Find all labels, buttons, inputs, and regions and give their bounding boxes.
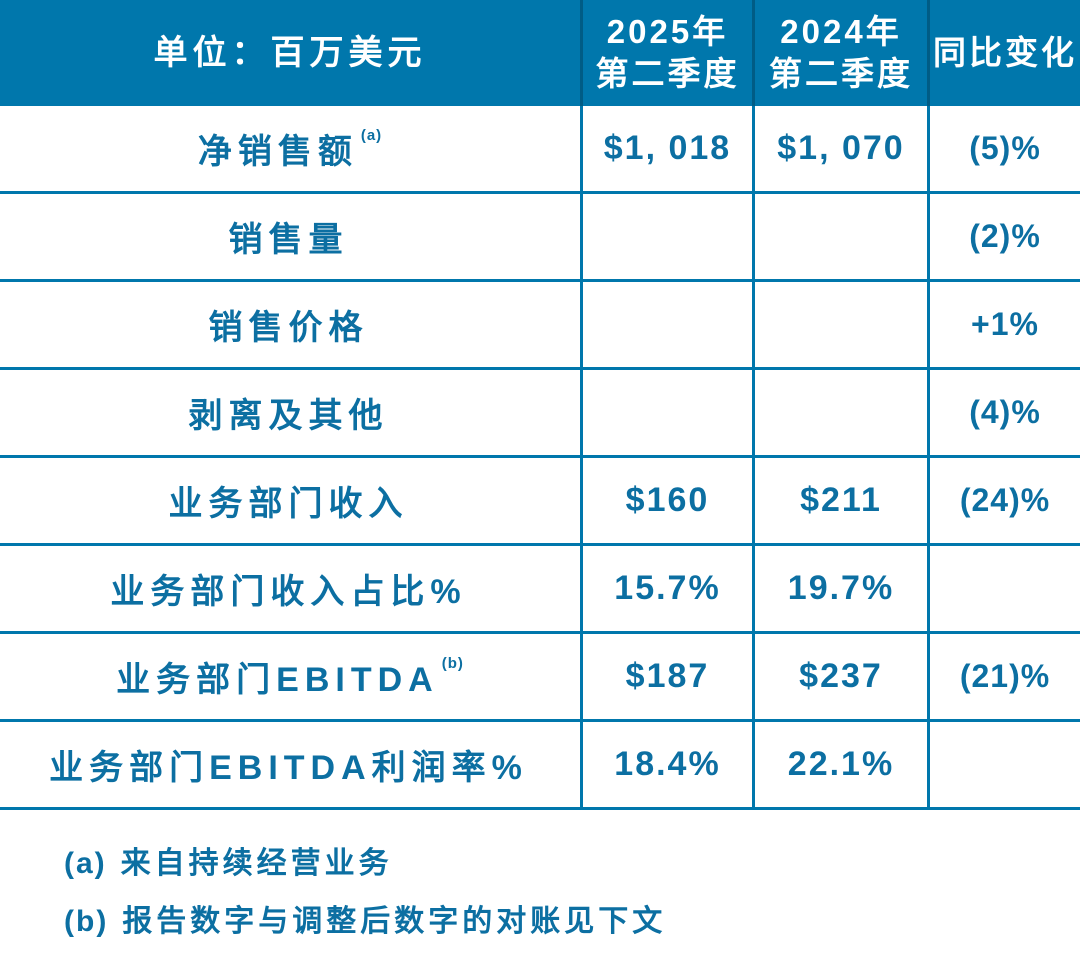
value-cell-2024: $237: [755, 634, 930, 719]
value-cell-2025: $1, 018: [583, 106, 755, 191]
table-row-price: 销售价格 +1%: [0, 282, 1080, 370]
header-col-2024-q2: 2024年 第二季度: [755, 0, 930, 106]
value-cell-2024: 19.7%: [755, 546, 930, 631]
row-label: 业务部门EBITDA: [116, 661, 439, 699]
table-row-volume: 销售量 (2)%: [0, 194, 1080, 282]
table-header-row: 单位：百万美元 2025年 第二季度 2024年 第二季度 同比变化: [0, 0, 1080, 106]
yoy-cell: [930, 546, 1080, 631]
footnote-b-marker: (b): [64, 905, 109, 938]
value-cell-2025: $187: [583, 634, 755, 719]
footnotes-section: (a) 来自持续经营业务 (b) 报告数字与调整后数字的对账见下文: [0, 810, 1080, 940]
value-cell-2025: 15.7%: [583, 546, 755, 631]
header-unit-label: 单位：百万美元: [0, 0, 583, 106]
footnote-ref-b: (b): [441, 655, 464, 672]
row-label: 业务部门收入: [168, 485, 409, 523]
header-col-2025-q2: 2025年 第二季度: [583, 0, 755, 106]
row-label: 业务部门收入占比%: [110, 573, 467, 611]
table-row-divestiture-other: 剥离及其他 (4)%: [0, 370, 1080, 458]
row-label-cell: 业务部门EBITDA (b): [0, 634, 583, 719]
value-cell-2024: [755, 282, 930, 367]
value-cell-2024: 22.1%: [755, 722, 930, 807]
value-cell-2025: 18.4%: [583, 722, 755, 807]
yoy-cell: (4)%: [969, 394, 1041, 430]
footnote-b: (b) 报告数字与调整后数字的对账见下文: [64, 896, 1080, 940]
yoy-cell: [930, 722, 1080, 807]
header-2024-line1: 2024年: [780, 13, 902, 50]
row-label-cell: 业务部门收入占比%: [0, 546, 583, 631]
table-row-segment-ebitda-margin: 业务部门EBITDA利润率% 18.4% 22.1%: [0, 722, 1080, 810]
value-cell-2024: $1, 070: [755, 106, 930, 191]
yoy-cell: (5)%: [969, 130, 1041, 166]
table-row-net-sales: 净销售额 (a) $1, 018 $1, 070 (5)%: [0, 106, 1080, 194]
yoy-cell: (2)%: [969, 218, 1041, 254]
row-label-cell: 业务部门EBITDA利润率%: [0, 722, 583, 807]
yoy-cell: (24)%: [959, 482, 1051, 518]
yoy-cell: (21)%: [959, 658, 1051, 694]
footnote-a-text: 来自持续经营业务: [120, 847, 393, 880]
header-2025-line1: 2025年: [606, 13, 729, 50]
table-row-segment-income-margin: 业务部门收入占比% 15.7% 19.7%: [0, 546, 1080, 634]
header-2024-line2: 第二季度: [769, 55, 913, 92]
footnote-b-text: 报告数字与调整后数字的对账见下文: [122, 905, 667, 938]
yoy-cell: +1%: [971, 306, 1039, 342]
header-col-yoy-change: 同比变化: [933, 34, 1077, 71]
row-label: 销售价格: [208, 309, 369, 347]
header-2025-line2: 第二季度: [595, 55, 740, 92]
row-label: 业务部门EBITDA利润率%: [49, 749, 528, 787]
row-label-cell: 销售价格: [0, 282, 583, 367]
footnote-ref-a: (a): [360, 127, 383, 144]
value-cell-2025: [583, 282, 755, 367]
table-row-segment-income: 业务部门收入 $160 $211 (24)%: [0, 458, 1080, 546]
value-cell-2024: [755, 194, 930, 279]
value-cell-2024: [755, 370, 930, 455]
row-label: 净销售额: [197, 133, 358, 171]
row-label-cell: 净销售额 (a): [0, 106, 583, 191]
footnote-a-marker: (a): [64, 847, 107, 880]
row-label-cell: 剥离及其他: [0, 370, 583, 455]
value-cell-2025: [583, 194, 755, 279]
row-label: 剥离及其他: [188, 397, 389, 435]
row-label-cell: 销售量: [0, 194, 583, 279]
footnote-a: (a) 来自持续经营业务: [64, 838, 1080, 882]
row-label: 销售量: [228, 221, 349, 259]
table-row-segment-ebitda: 业务部门EBITDA (b) $187 $237 (21)%: [0, 634, 1080, 722]
value-cell-2025: $160: [583, 458, 755, 543]
row-label-cell: 业务部门收入: [0, 458, 583, 543]
value-cell-2025: [583, 370, 755, 455]
value-cell-2024: $211: [755, 458, 930, 543]
